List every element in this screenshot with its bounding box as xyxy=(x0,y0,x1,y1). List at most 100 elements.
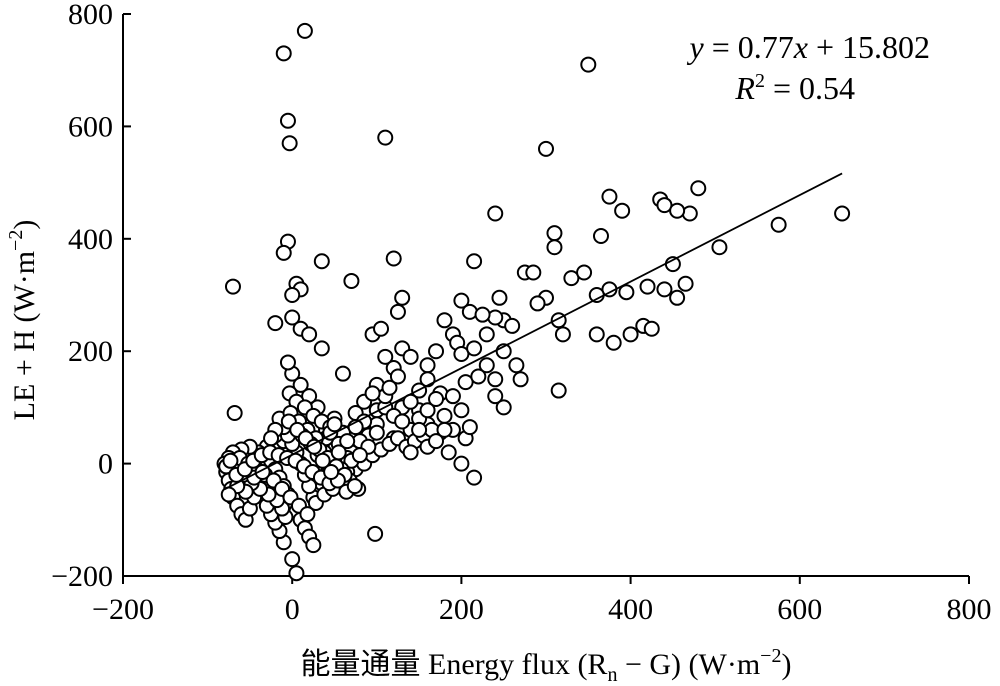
data-point xyxy=(711,239,728,256)
y-tick-label: −200 xyxy=(51,560,113,593)
data-point xyxy=(440,444,457,461)
data-point xyxy=(618,284,635,301)
data-point xyxy=(643,320,660,337)
data-point xyxy=(639,278,656,295)
data-point xyxy=(288,565,305,582)
data-point xyxy=(428,433,445,450)
data-point xyxy=(504,317,521,334)
data-point xyxy=(554,326,571,343)
data-point xyxy=(279,112,296,129)
data-point xyxy=(377,129,394,146)
data-point xyxy=(275,45,292,62)
data-point xyxy=(305,537,322,554)
data-point xyxy=(334,365,351,382)
data-point xyxy=(614,202,631,219)
data-point xyxy=(453,455,470,472)
data-point xyxy=(546,225,563,242)
x-tick-label: −200 xyxy=(92,593,154,626)
data-point xyxy=(669,289,686,306)
regression-line xyxy=(224,172,843,491)
data-point xyxy=(224,278,241,295)
eq-rest: = 0.77 xyxy=(704,29,794,65)
data-point xyxy=(656,281,673,298)
data-point xyxy=(284,287,301,303)
data-point xyxy=(394,413,411,430)
data-point xyxy=(436,421,453,438)
data-point xyxy=(622,326,639,343)
y-tick-label: 800 xyxy=(68,0,113,31)
y-title-main: LE + H (W·m xyxy=(8,251,41,420)
data-point xyxy=(478,357,495,374)
data-point xyxy=(281,135,298,152)
data-point xyxy=(495,399,512,416)
data-point xyxy=(381,379,398,396)
data-point xyxy=(601,188,618,205)
data-point xyxy=(373,320,390,337)
data-point xyxy=(419,357,436,374)
data-point xyxy=(487,309,504,326)
data-point xyxy=(367,525,384,542)
data-point xyxy=(222,452,239,469)
data-point xyxy=(592,227,609,244)
data-point xyxy=(436,312,453,329)
data-point xyxy=(677,275,694,292)
x-title-end: ) xyxy=(781,648,791,681)
y-tick-label: 600 xyxy=(68,110,113,143)
data-point xyxy=(444,388,461,405)
data-point xyxy=(394,289,411,306)
y-title-sup: −2 xyxy=(5,230,27,251)
data-point xyxy=(263,430,280,447)
data-point xyxy=(377,348,394,365)
data-point xyxy=(508,357,525,374)
r-squared: R2 = 0.54 xyxy=(734,70,855,106)
eq-y-var: y xyxy=(687,29,705,65)
data-point xyxy=(299,506,316,523)
data-point xyxy=(313,340,330,357)
x-tick-label: 800 xyxy=(947,593,992,626)
data-point xyxy=(576,264,593,281)
data-point xyxy=(346,478,363,495)
x-tick-label: 600 xyxy=(777,593,822,626)
x-title-sup: −2 xyxy=(760,645,781,667)
data-point xyxy=(538,140,554,157)
eq-x-var: x xyxy=(793,29,808,65)
y-axis-title: LE + H (W·m−2) xyxy=(5,220,41,421)
data-point xyxy=(474,306,491,323)
data-point xyxy=(313,253,330,270)
data-point xyxy=(529,295,546,312)
y-tick-label: 0 xyxy=(98,448,113,481)
r-tail: = 0.54 xyxy=(765,70,855,106)
data-point xyxy=(364,385,381,402)
data-point xyxy=(389,368,406,385)
data-point xyxy=(226,405,243,422)
data-point xyxy=(292,376,309,393)
y-title-end: ) xyxy=(8,220,41,230)
x-title-sub: n xyxy=(607,664,617,686)
ticks: −200 0 200 400 600 800 −200 0 200 400 600 800 xyxy=(51,0,991,626)
data-point xyxy=(770,216,787,233)
data-point xyxy=(330,444,347,461)
data-point xyxy=(466,340,483,357)
data-point xyxy=(428,390,445,407)
x-tick-label: 200 xyxy=(439,593,484,626)
data-point xyxy=(368,424,385,441)
data-point xyxy=(436,407,453,424)
x-axis-title: 能量通量 Energy flux (Rn − G) (W·m−2) xyxy=(301,645,792,686)
data-point xyxy=(470,368,487,385)
x-title-mid: − G) (W·m xyxy=(617,648,760,681)
data-point xyxy=(466,469,483,486)
y-tick-label: 200 xyxy=(68,335,113,368)
data-point xyxy=(588,326,605,343)
x-tick-label: 0 xyxy=(285,593,300,626)
eq-tail: + 15.802 xyxy=(808,29,930,65)
data-point xyxy=(690,180,707,197)
data-point xyxy=(296,22,313,39)
data-point xyxy=(487,371,504,388)
data-point xyxy=(220,486,237,503)
data-point xyxy=(389,303,406,320)
r-sup: 2 xyxy=(755,70,765,92)
data-point xyxy=(453,292,470,309)
data-point xyxy=(267,315,284,332)
data-point xyxy=(279,354,296,371)
